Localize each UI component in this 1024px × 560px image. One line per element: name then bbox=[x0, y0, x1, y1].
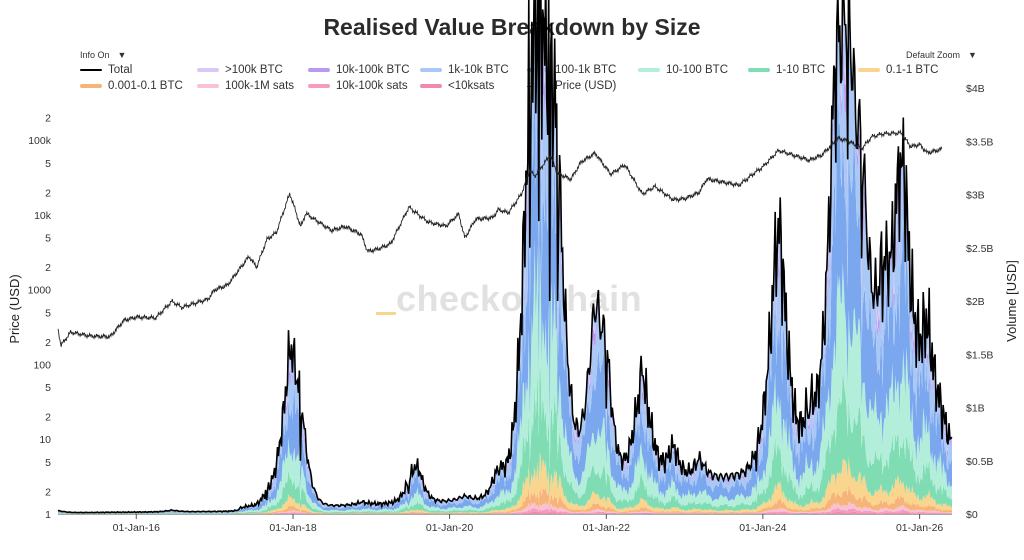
watermark: checkonchain bbox=[396, 278, 643, 319]
y-left-tick-label: 5 bbox=[45, 307, 51, 319]
legend-item[interactable]: 10k-100k sats bbox=[308, 80, 408, 92]
y-left-tick-label: 2 bbox=[45, 486, 51, 498]
legend-item[interactable]: Total bbox=[80, 64, 132, 76]
legend-swatch bbox=[858, 68, 880, 72]
legend-swatch bbox=[80, 84, 102, 88]
legend-swatch bbox=[420, 68, 442, 72]
y-right-tick-label: $1B bbox=[966, 403, 985, 415]
legend-label: 0.1-1 BTC bbox=[886, 64, 939, 76]
y-left-tick-label: 2 bbox=[45, 262, 51, 274]
legend-label: Total bbox=[108, 64, 133, 76]
legend-label: 0.001-0.1 BTC bbox=[108, 80, 183, 92]
y-right-tick-label: $1.5B bbox=[966, 349, 993, 361]
volume-cohort-area bbox=[58, 35, 952, 514]
chevron-down-icon: ▼ bbox=[117, 50, 127, 60]
x-tick-label: 01-Jan-22 bbox=[583, 522, 630, 534]
legend-swatch bbox=[80, 69, 102, 71]
y-left-axis-title: Price (USD) bbox=[7, 274, 22, 343]
chevron-down-icon: ▼ bbox=[968, 50, 977, 60]
x-tick-label: 01-Jan-26 bbox=[896, 522, 943, 534]
y-left-tick-label: 2 bbox=[45, 412, 51, 424]
y-right-tick-label: $3.5B bbox=[966, 136, 993, 148]
y-right-tick-label: $2.5B bbox=[966, 243, 993, 255]
legend-item[interactable]: 1k-10k BTC bbox=[420, 64, 509, 76]
y-left-tick-label: 5 bbox=[45, 158, 51, 170]
y-right-tick-label: $0 bbox=[966, 509, 978, 521]
legend-label: 10k-100k sats bbox=[336, 80, 408, 92]
y-left-tick-label: 100k bbox=[28, 135, 52, 147]
legend-swatch bbox=[420, 84, 442, 88]
y-left-tick-label: 1 bbox=[45, 509, 51, 521]
watermark-accent bbox=[376, 312, 396, 315]
y-right-tick-label: $2B bbox=[966, 296, 985, 308]
legend-label: >100k BTC bbox=[225, 64, 283, 76]
y-left-tick-label: 2 bbox=[45, 187, 51, 199]
legend-item[interactable]: 1-10 BTC bbox=[748, 64, 825, 76]
x-tick-label: 01-Jan-18 bbox=[269, 522, 316, 534]
y-left-tick-label: 5 bbox=[45, 457, 51, 469]
x-tick-label: 01-Jan-24 bbox=[739, 522, 786, 534]
zoom-dropdown[interactable]: Default Zoom ▼ bbox=[906, 50, 977, 60]
legend-label: 100k-1M sats bbox=[225, 80, 295, 92]
y-left-tick-label: 10 bbox=[39, 434, 51, 446]
legend-item[interactable]: 10k-100k BTC bbox=[308, 64, 410, 76]
y-left-tick-label: 10k bbox=[34, 210, 52, 222]
y-right-axis-title: Volume [USD] bbox=[1004, 260, 1019, 342]
zoom-label: Default Zoom bbox=[906, 50, 961, 60]
legend-swatch bbox=[308, 68, 330, 72]
legend-item[interactable]: <10ksats bbox=[420, 80, 494, 92]
y-right-tick-label: $3B bbox=[966, 190, 985, 202]
legend-label: 10k-100k BTC bbox=[336, 64, 410, 76]
legend-label: 1-10 BTC bbox=[776, 64, 826, 76]
x-tick-label: 01-Jan-16 bbox=[113, 522, 160, 534]
legend-item[interactable]: 0.1-1 BTC bbox=[858, 64, 938, 76]
chart-title: Realised Value Breakdown by Size bbox=[323, 14, 701, 40]
legend-item[interactable]: 0.001-0.1 BTC bbox=[80, 80, 183, 92]
legend-label: <10ksats bbox=[448, 80, 495, 92]
total-volume-line bbox=[57, 0, 953, 514]
info-toggle-label: Info On bbox=[80, 50, 110, 60]
y-left-tick-label: 1000 bbox=[28, 285, 52, 297]
legend-label: 100-1k BTC bbox=[555, 64, 617, 76]
legend-label: Price (USD) bbox=[555, 80, 617, 92]
legend-swatch bbox=[638, 68, 660, 72]
legend-swatch bbox=[748, 68, 770, 72]
y-left-tick-label: 100 bbox=[33, 359, 51, 371]
legend-swatch bbox=[197, 84, 219, 88]
y-left-tick-label: 5 bbox=[45, 233, 51, 245]
x-tick-label: 01-Jan-20 bbox=[426, 522, 473, 534]
legend-item[interactable]: 100k-1M sats bbox=[197, 80, 294, 92]
y-left-tick-label: 2 bbox=[45, 113, 51, 125]
legend-swatch bbox=[197, 68, 219, 72]
y-left-tick-label: 2 bbox=[45, 337, 51, 349]
y-right-tick-label: $4B bbox=[966, 83, 985, 95]
legend-label: 10-100 BTC bbox=[666, 64, 729, 76]
price-line bbox=[57, 129, 943, 347]
info-toggle-dropdown[interactable]: Info On ▼ bbox=[80, 50, 126, 60]
legend-label: 1k-10k BTC bbox=[448, 64, 509, 76]
legend-item[interactable]: 10-100 BTC bbox=[638, 64, 728, 76]
volume-cohort-area bbox=[58, 511, 952, 514]
legend-item[interactable]: >100k BTC bbox=[197, 64, 283, 76]
y-left-tick-label: 5 bbox=[45, 382, 51, 394]
y-right-tick-label: $0.5B bbox=[966, 456, 993, 468]
legend-swatch bbox=[308, 84, 330, 88]
